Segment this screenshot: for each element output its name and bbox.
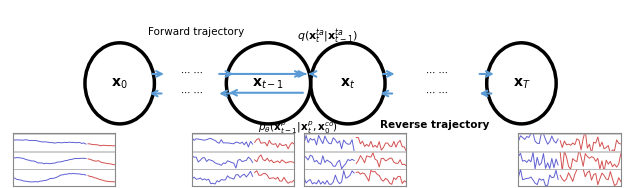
Text: $q(\mathbf{x}_t^{ta}|\mathbf{x}_{t-1}^{ta})$: $q(\mathbf{x}_t^{ta}|\mathbf{x}_{t-1}^{t… [298,27,358,45]
Text: ··· ···: ··· ··· [426,89,448,98]
Text: ··· ···: ··· ··· [180,89,202,98]
Text: ··· ···: ··· ··· [180,69,202,78]
Text: $\mathbf{x}_{t-1}$: $\mathbf{x}_{t-1}$ [252,76,285,91]
Text: $p_\theta(\mathbf{x}_{t-1}^p|\mathbf{x}_t^p, \mathbf{x}_0^{co})$: $p_\theta(\mathbf{x}_{t-1}^p|\mathbf{x}_… [258,120,339,136]
Text: $\mathbf{x}_T$: $\mathbf{x}_T$ [513,76,531,91]
Text: $\mathbf{x}_0$: $\mathbf{x}_0$ [111,76,128,91]
Text: Forward trajectory: Forward trajectory [148,27,244,37]
Text: $\mathbf{x}_t$: $\mathbf{x}_t$ [340,76,355,91]
Text: Reverse trajectory: Reverse trajectory [380,120,490,130]
Text: ··· ···: ··· ··· [426,69,448,78]
